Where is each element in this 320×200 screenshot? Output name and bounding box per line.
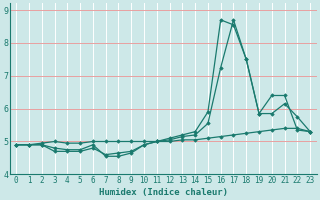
X-axis label: Humidex (Indice chaleur): Humidex (Indice chaleur) (99, 188, 228, 197)
